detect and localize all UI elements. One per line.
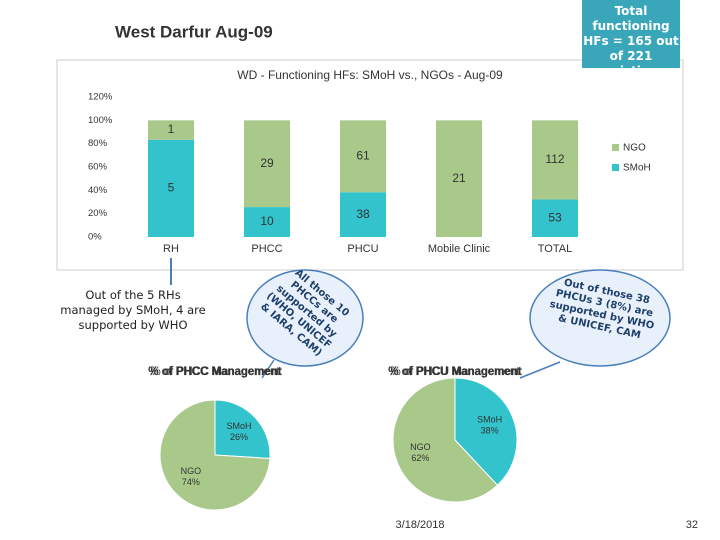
pie-value-label: 74% xyxy=(182,477,200,487)
footer-date: 3/18/2018 xyxy=(396,519,445,531)
pie-slice xyxy=(159,399,271,511)
bar-segment xyxy=(532,120,578,200)
pie-slice xyxy=(214,399,271,459)
note: Out of the 5 RHs managed by SMoH, 4 are … xyxy=(60,288,206,332)
bar-segment xyxy=(244,120,290,208)
pie-category: NGO xyxy=(181,466,202,476)
bar-segment xyxy=(244,207,290,237)
legend-swatch xyxy=(612,164,619,171)
data-label: 10 xyxy=(260,214,274,228)
y-tick-label: 20% xyxy=(88,208,108,219)
legend-label: SMoH xyxy=(623,163,651,174)
cloud xyxy=(529,269,671,367)
pie-value-label: 62% xyxy=(411,453,429,463)
cloud xyxy=(246,269,364,367)
callout: Total functioning HFs = 165 out of 221 e… xyxy=(582,0,680,78)
pie-category: SMoH xyxy=(477,415,502,425)
bar-segment xyxy=(148,139,194,237)
data-label: 112 xyxy=(545,152,564,166)
data-label: 29 xyxy=(260,156,274,170)
legend-label: NGO xyxy=(623,143,646,154)
pie-title: % of PHCC Management xyxy=(148,366,282,378)
data-label: 38 xyxy=(356,207,370,221)
x-tick-label: PHCC xyxy=(251,243,282,255)
bar-segment xyxy=(436,120,482,237)
bar-segment xyxy=(148,120,194,140)
data-label: 1 xyxy=(168,122,175,136)
pie-slice xyxy=(454,377,518,486)
pie-category: NGO xyxy=(410,442,431,452)
x-tick-label: RH xyxy=(163,243,179,255)
data-label: 21 xyxy=(452,171,466,185)
y-tick-label: 60% xyxy=(88,162,108,173)
x-tick-label: PHCU xyxy=(347,243,378,255)
legend-swatch xyxy=(612,144,619,151)
pie-title: % of PHCU Management xyxy=(388,366,522,378)
y-tick-label: 80% xyxy=(88,138,108,149)
y-tick-label: 0% xyxy=(88,232,102,243)
y-tick-label: 40% xyxy=(88,185,108,196)
page-number: 32 xyxy=(686,519,698,531)
y-tick-label: 120% xyxy=(88,92,113,103)
cloud-tail xyxy=(519,361,561,379)
pie-category: SMoH xyxy=(227,421,252,431)
y-tick-label: 100% xyxy=(88,115,113,126)
bar-segment xyxy=(340,120,386,193)
data-label: 53 xyxy=(548,210,562,224)
pie-value-label: 38% xyxy=(481,426,499,436)
data-label: 5 xyxy=(168,181,175,195)
cloud-tail xyxy=(261,359,275,379)
pie-title-text: % of PHCU Management xyxy=(390,366,520,378)
x-tick-label: TOTAL xyxy=(538,243,572,255)
chart-title: WD - Functioning HFs: SMoH vs., NGOs - A… xyxy=(237,68,503,82)
slide-title: West Darfur Aug-09 xyxy=(115,22,273,41)
bar-segment xyxy=(532,199,578,237)
pie-title-text: % of PHCC Management xyxy=(150,366,280,378)
pie-value-label: 26% xyxy=(230,432,248,442)
pie-slice xyxy=(392,377,499,503)
bar-segment xyxy=(340,192,386,237)
x-tick-label: Mobile Clinic xyxy=(428,243,491,255)
data-label: 61 xyxy=(356,148,370,162)
